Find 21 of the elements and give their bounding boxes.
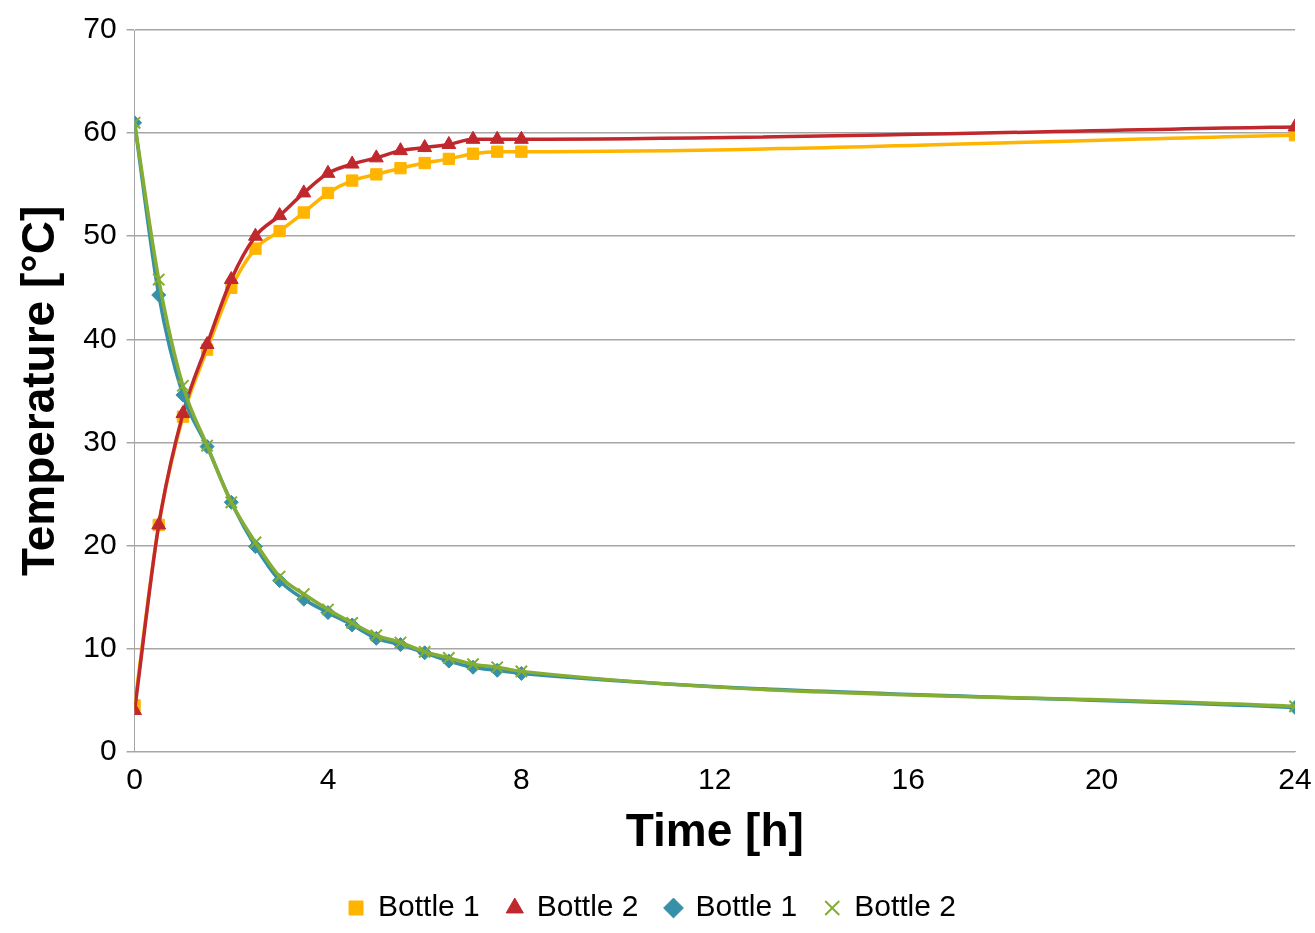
x-tick-label: 0 xyxy=(126,762,143,796)
x-tick-label: 12 xyxy=(698,762,732,796)
y-tick-label: 20 xyxy=(83,526,117,560)
x-tick-label: 24 xyxy=(1278,762,1312,796)
x-tick-label: 8 xyxy=(513,762,530,796)
legend-label: Bottle 2 xyxy=(536,889,639,923)
y-axis-title: Temperature [°C] xyxy=(12,205,65,577)
y-tick-label: 30 xyxy=(83,423,117,457)
x-tick-label: 20 xyxy=(1084,762,1119,796)
x-tick-label: 16 xyxy=(891,762,925,796)
y-tick-label: 40 xyxy=(83,320,117,354)
x-axis-title: Time [h] xyxy=(625,804,804,857)
y-tick-label: 60 xyxy=(83,114,117,148)
legend-label: Bottle 2 xyxy=(854,889,956,923)
y-tick-label: 10 xyxy=(83,629,117,663)
legend-label: Bottle 1 xyxy=(695,889,798,923)
y-tick-label: 0 xyxy=(99,733,117,767)
y-tick-label: 50 xyxy=(83,217,117,251)
y-tick-label: 70 xyxy=(83,11,117,45)
x-tick-label: 4 xyxy=(319,762,337,796)
legend-label: Bottle 1 xyxy=(378,889,480,923)
